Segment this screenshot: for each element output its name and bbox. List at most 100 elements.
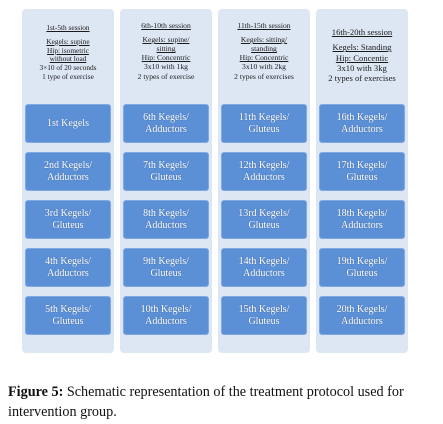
- session-box: 4th Kegels/Adductors: [25, 248, 111, 287]
- kegels-position: sitting: [156, 44, 176, 54]
- kegels-position: standing: [251, 44, 277, 54]
- hip-exercise: Hip: Concentric: [141, 53, 191, 63]
- session-box-line: 17th Kegels/: [336, 160, 388, 171]
- session-box-label: 9th Kegels/Gluteus: [143, 256, 189, 279]
- session-box-line: 8th Kegels/: [143, 208, 189, 219]
- session-box: 5th Kegels/Gluteus: [25, 296, 111, 335]
- exercise-types: 1 type of exercise: [42, 71, 94, 81]
- hip-exercise: Hip: Concentic: [335, 52, 389, 63]
- session-column-4: 16th-20th session Kegels: Standing Hip: Co…: [316, 9, 408, 353]
- session-box-line: Adductors: [341, 123, 383, 135]
- session-box-line: 15th Kegels/: [238, 304, 290, 315]
- session-box-line: Gluteus: [346, 171, 378, 183]
- exercise-dose: 3x10 with 1kg: [144, 62, 188, 72]
- exercise-dose: 3x10 with 3kg: [337, 62, 387, 73]
- session-box: 3rd Kegels/Gluteus: [25, 200, 111, 239]
- session-box-line: 2nd Kegels/: [43, 160, 93, 171]
- session-box-line: 10th Kegels/: [140, 304, 192, 315]
- session-range: 16th-20th session: [331, 27, 393, 37]
- session-box: 6th Kegels/Adductors: [123, 104, 209, 143]
- kegels-position: Kegels: Standing: [332, 42, 392, 53]
- session-box-line: 1st Kegels: [47, 117, 89, 129]
- session-box-label: 5th Kegels/Gluteus: [45, 304, 91, 327]
- session-box-line: Adductors: [243, 171, 285, 183]
- session-column-header: 6th-10th session Kegels: supine/sitting Hi…: [120, 9, 212, 109]
- session-box-label: 6th Kegels/Adductors: [143, 112, 189, 135]
- session-column-header: 1st-5th session Kegels: supine Hip: isomet…: [22, 9, 114, 109]
- session-box: 18th Kegels/Adductors: [319, 200, 405, 239]
- session-box-label: 18th Kegels/Adductors: [337, 208, 388, 231]
- session-box: 15th Kegels/Gluteus: [221, 296, 307, 335]
- kegels-position: Kegels: supine: [46, 36, 90, 46]
- session-box: 2nd Kegels/Adductors: [25, 152, 111, 191]
- session-box-line: 3rd Kegels/: [44, 208, 92, 219]
- session-box-label: 20th Kegels/Adductors: [337, 304, 388, 327]
- exercise-types: 2 types of exercise: [137, 71, 195, 81]
- session-column-3: 11th-15th session Kegels: sitting/standin…: [218, 9, 310, 353]
- session-box-line: 9th Kegels/: [143, 256, 189, 267]
- session-box-line: Adductors: [145, 219, 187, 231]
- session-box-line: 13rd Kegels/: [238, 208, 290, 219]
- session-column-2: 6th-10th session Kegels: supine/sitting Hi…: [120, 9, 212, 353]
- session-box: 10th Kegels/Adductors: [123, 296, 209, 335]
- session-box: 1st Kegels: [25, 104, 111, 143]
- session-box: 20th Kegels/Adductors: [319, 296, 405, 335]
- session-box-line: Gluteus: [346, 267, 378, 279]
- session-box-line: 19th Kegels/: [336, 256, 388, 267]
- session-box-line: 16th Kegels/: [336, 112, 388, 123]
- session-box: 14th Kegels/Adductors: [221, 248, 307, 287]
- session-box-label: 14th Kegels/Adductors: [239, 256, 290, 279]
- session-box-line: 5th Kegels/: [45, 304, 91, 315]
- session-box-line: 7th Kegels/: [143, 160, 189, 171]
- session-box-line: Gluteus: [150, 267, 182, 279]
- session-box-label: 13rd Kegels/Gluteus: [238, 208, 289, 231]
- session-column-header: 16th-20th session Kegels: Standing Hip: Co…: [316, 9, 408, 109]
- exercise-types: 2 types of exercises: [234, 71, 294, 81]
- session-range: 1st-5th session: [46, 23, 90, 32]
- session-box-line: Adductors: [47, 171, 89, 183]
- session-box-line: Adductors: [47, 267, 89, 279]
- session-box-label: 1st Kegels: [47, 118, 89, 130]
- session-box-line: Adductors: [341, 315, 383, 327]
- session-box-line: 18th Kegels/: [336, 208, 388, 219]
- hip-exercise: Hip: Concentric: [239, 53, 289, 63]
- session-box: 8th Kegels/Adductors: [123, 200, 209, 239]
- session-box-line: 4th Kegels/: [45, 256, 91, 267]
- session-box: 19th Kegels/Gluteus: [319, 248, 405, 287]
- session-range: 11th-15th session: [237, 21, 291, 30]
- session-box-line: Gluteus: [150, 171, 182, 183]
- session-column-header: 11th-15th session Kegels: sitting/standin…: [218, 9, 310, 109]
- session-column-1: 1st-5th session Kegels: supine Hip: isomet…: [22, 9, 114, 353]
- session-box-label: 19th Kegels/Gluteus: [337, 256, 388, 279]
- session-box-label: 17th Kegels/Gluteus: [337, 160, 388, 183]
- kegels-position: Kegels: sitting/: [240, 35, 288, 45]
- session-box: 11th Kegels/Gluteus: [221, 104, 307, 143]
- session-box-label: 3rd Kegels/Gluteus: [45, 208, 91, 231]
- session-box-label: 12th Kegels/Adductors: [239, 160, 290, 183]
- session-box-label: 16th Kegels/Adductors: [337, 112, 388, 135]
- hip-exercise: Hip: isometric: [47, 45, 89, 55]
- session-box-label: 8th Kegels/Adductors: [143, 208, 189, 231]
- session-box-line: Adductors: [145, 123, 187, 135]
- session-box-line: 20th Kegels/: [336, 304, 388, 315]
- exercise-dose: 3x10 with 2kg: [242, 62, 286, 72]
- figure-caption: Figure 5: Schematic representation of th…: [8, 382, 438, 422]
- session-box-label: 2nd Kegels/Adductors: [44, 160, 92, 183]
- session-box-line: 6th Kegels/: [143, 112, 189, 123]
- session-box: 9th Kegels/Gluteus: [123, 248, 209, 287]
- session-box: 16th Kegels/Adductors: [319, 104, 405, 143]
- figure-caption-label: Figure 5:: [8, 384, 64, 400]
- session-box-line: 11th Kegels/: [238, 112, 290, 123]
- session-box-line: Adductors: [145, 315, 187, 327]
- session-box-line: Adductors: [341, 219, 383, 231]
- session-box-label: 11th Kegels/Gluteus: [239, 112, 289, 135]
- session-box: 17th Kegels/Gluteus: [319, 152, 405, 191]
- session-box: 12th Kegels/Adductors: [221, 152, 307, 191]
- session-box-line: Gluteus: [248, 123, 280, 135]
- session-range: 6th-10th session: [141, 21, 191, 30]
- session-box-label: 4th Kegels/Adductors: [45, 256, 91, 279]
- hip-exercise: without load: [49, 54, 87, 64]
- session-box: 7th Kegels/Gluteus: [123, 152, 209, 191]
- exercise-dose: 3×10 of 20 seconds: [39, 63, 97, 72]
- session-box-label: 7th Kegels/Gluteus: [143, 160, 189, 183]
